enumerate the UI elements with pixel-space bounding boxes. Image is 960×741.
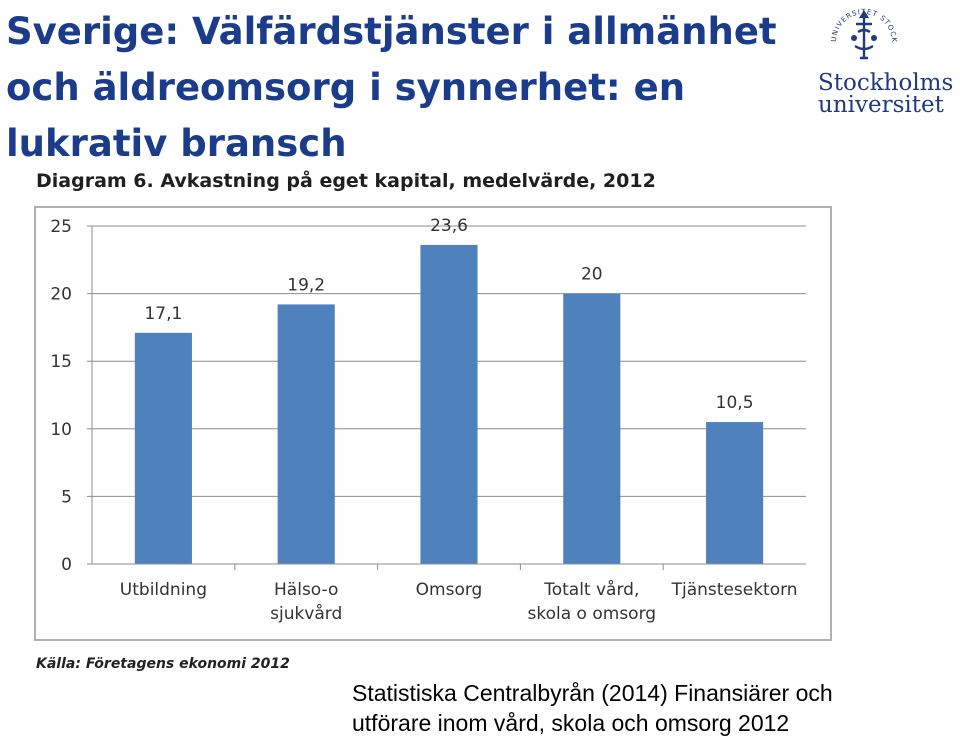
logo-wordmark: Stockholms universitet xyxy=(818,70,954,118)
citation-line-2: utförare inom vård, skola och omsorg 201… xyxy=(352,710,790,736)
bar xyxy=(420,244,478,564)
citation: Statistiska Centralbyrån (2014) Finansiä… xyxy=(352,678,952,738)
slide-title-line-3: lukrativ bransch xyxy=(6,122,347,165)
data-label: 20 xyxy=(581,265,603,285)
x-tick-label: Tjänstesektorn xyxy=(671,580,798,600)
chart-title: Diagram 6. Avkastning på eget kapital, m… xyxy=(36,170,656,192)
slide-title: Sverige: Välfärdstjänster i allmänhet oc… xyxy=(6,4,796,172)
bar xyxy=(706,422,764,564)
y-tick-label: 25 xyxy=(50,217,72,237)
y-tick-label: 5 xyxy=(61,487,72,507)
logo-line-1: Stockholms xyxy=(818,70,954,96)
x-tick-label: Omsorg xyxy=(416,580,483,600)
bar-chart: 0 5 10 15 20 25 17,1 Utbildning 19,2 Hälso-o sjukv… xyxy=(50,216,806,624)
data-label: 23,6 xyxy=(430,216,468,236)
y-tick-label: 20 xyxy=(50,285,72,305)
slide-title-line-1: Sverige: Välfärdstjänster i allmänhet xyxy=(6,10,777,53)
bar xyxy=(277,304,335,564)
x-tick-label: skola o omsorg xyxy=(528,604,657,624)
x-tick-label: Totalt vård, xyxy=(543,579,639,600)
data-label: 19,2 xyxy=(287,275,325,295)
data-label: 10,5 xyxy=(716,393,754,413)
bar xyxy=(563,293,621,564)
bar xyxy=(134,332,192,564)
university-seal-icon: UNIVERSITET STOCKHOLMS xyxy=(828,2,897,60)
y-tick-label: 15 xyxy=(50,352,72,372)
chart-source-note: Källa: Företagens ekonomi 2012 xyxy=(36,656,290,672)
logo-line-2: universitet xyxy=(818,92,944,118)
slide-title-line-2: och äldreomsorg i synnerhet: en xyxy=(6,66,686,109)
y-tick-label: 0 xyxy=(61,555,72,575)
y-tick-label: 10 xyxy=(50,420,72,440)
data-label: 17,1 xyxy=(144,304,182,324)
x-tick-label: sjukvård xyxy=(270,603,342,624)
citation-line-1: Statistiska Centralbyrån (2014) Finansiä… xyxy=(352,680,833,706)
stockholm-university-logo: UNIVERSITET STOCKHOLMS Stockholms univer… xyxy=(818,2,958,120)
x-tick-label: Hälso-o xyxy=(274,580,338,600)
x-tick-label: Utbildning xyxy=(120,580,207,600)
